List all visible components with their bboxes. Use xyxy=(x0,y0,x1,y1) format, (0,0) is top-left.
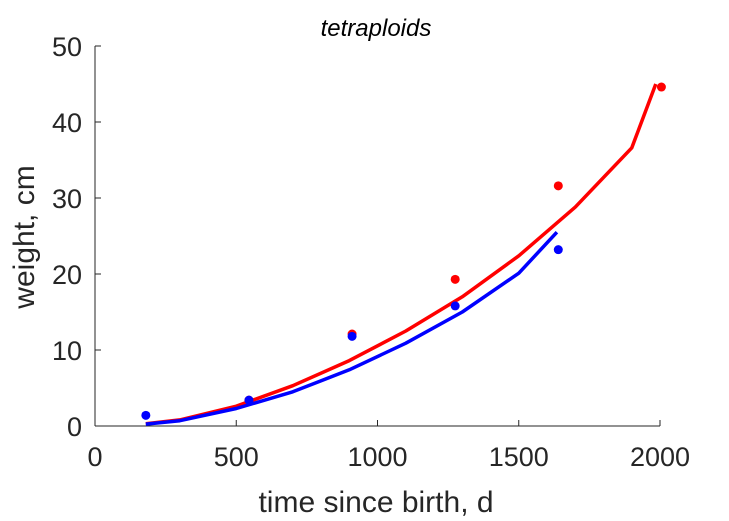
y-tick-label: 40 xyxy=(52,108,82,138)
x-tick-label: 1000 xyxy=(347,442,407,472)
x-tick-label: 500 xyxy=(214,442,259,472)
blue-data-point xyxy=(141,410,151,420)
red-data-point xyxy=(656,82,666,92)
blue-data-point xyxy=(553,245,563,255)
x-tick-label: 2000 xyxy=(630,442,690,472)
red-data-point xyxy=(553,181,563,191)
y-axis: 0 10 20 30 40 50 xyxy=(52,32,101,442)
y-axis-label: weight, cm xyxy=(8,165,41,309)
x-tick-label: 1500 xyxy=(489,442,549,472)
red-fit-curve xyxy=(145,83,658,426)
x-axis: 0 500 1000 1500 2000 xyxy=(87,420,690,472)
y-tick-label: 10 xyxy=(52,336,82,366)
blue-data-point xyxy=(450,301,460,311)
chart-title: tetraploids xyxy=(321,15,432,42)
y-tick-label: 20 xyxy=(52,260,82,290)
red-data-point xyxy=(450,274,460,284)
y-tick-label: 30 xyxy=(52,184,82,214)
x-tick-label: 0 xyxy=(87,442,102,472)
blue-fit-curve xyxy=(145,231,559,426)
y-tick-label: 0 xyxy=(67,412,82,442)
blue-data-point xyxy=(347,331,357,341)
x-axis-label: time since birth, d xyxy=(258,486,493,519)
plot-area xyxy=(141,82,666,426)
y-tick-label: 50 xyxy=(52,32,82,62)
